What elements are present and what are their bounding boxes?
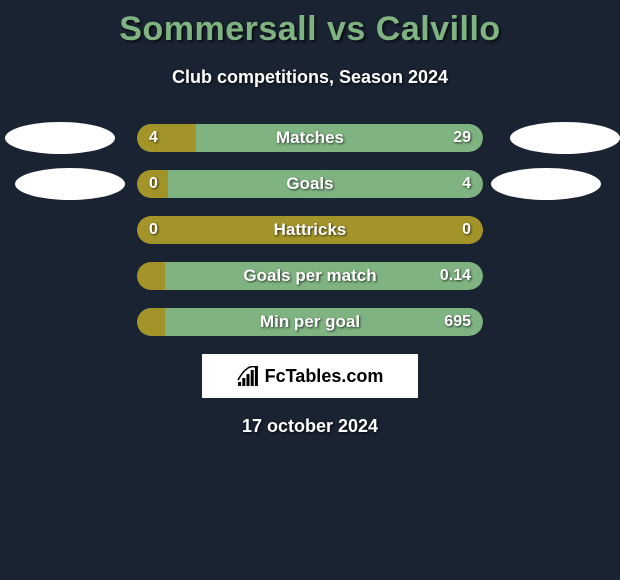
bar-chart-icon — [237, 366, 259, 386]
stats-area: Matches429Goals04Hattricks00Goals per ma… — [0, 124, 620, 336]
stat-bar-left-value: 4 — [149, 124, 158, 152]
side-ellipse — [510, 122, 620, 154]
stat-bar-right-value: 29 — [453, 124, 471, 152]
stat-bar: Matches4 29 — [137, 124, 483, 152]
stat-bar-right-value: 4 — [462, 170, 471, 198]
comparison-infographic: Sommersall vs Calvillo Club competitions… — [0, 0, 620, 580]
page-title: Sommersall vs Calvillo — [0, 0, 620, 49]
stat-bar-left-value: 0 — [149, 216, 158, 244]
stat-bar-right-value: 695 — [444, 308, 471, 336]
source-logo: FcTables.com — [202, 354, 418, 398]
subtitle: Club competitions, Season 2024 — [0, 67, 620, 88]
stat-bar-label: Hattricks — [137, 216, 483, 244]
stat-bar: Min per goal695 — [137, 308, 483, 336]
stat-bar: Goals0 4 — [137, 170, 483, 198]
stat-bar-label: Matches — [137, 124, 483, 152]
side-ellipse — [15, 168, 125, 200]
stat-bar: Goals per match0.14 — [137, 262, 483, 290]
stat-bar-right-value: 0 — [462, 216, 471, 244]
stat-bar-label: Min per goal — [137, 308, 483, 336]
stat-bar-label: Goals per match — [137, 262, 483, 290]
stat-bar-label: Goals — [137, 170, 483, 198]
stat-bar-left-value: 0 — [149, 170, 158, 198]
stat-bar-right-value: 0.14 — [440, 262, 471, 290]
side-ellipse — [491, 168, 601, 200]
side-ellipse — [5, 122, 115, 154]
stat-bar: Hattricks0 0 — [137, 216, 483, 244]
date-line: 17 october 2024 — [0, 416, 620, 437]
source-logo-text: FcTables.com — [265, 366, 384, 387]
